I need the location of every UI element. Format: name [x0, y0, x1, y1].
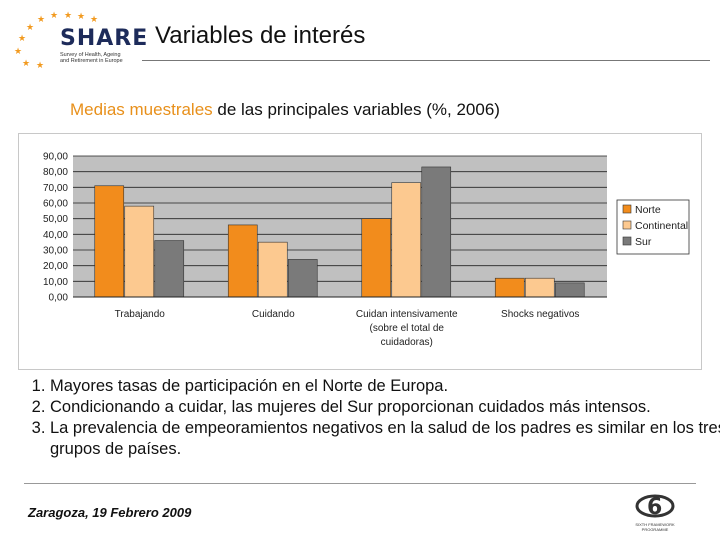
x-category-label: cuidadoras) [381, 337, 433, 348]
svg-text:★: ★ [64, 11, 72, 21]
svg-text:★: ★ [37, 15, 45, 25]
bar-sur [421, 166, 452, 298]
svg-text:★: ★ [18, 34, 26, 44]
legend-swatch [622, 236, 632, 246]
x-category-label: Cuidan intensivamente [356, 309, 458, 320]
y-tick-label: 0,00 [49, 293, 69, 304]
subtitle-highlight: Medias muestrales [70, 100, 213, 119]
bar-norte [227, 224, 258, 298]
note-item: Condicionando a cuidar, las mujeres del … [50, 397, 720, 418]
logo-word: SHARE [60, 26, 149, 51]
svg-text:★: ★ [36, 61, 44, 70]
legend-label: Continental [635, 220, 688, 232]
logo-subtitle-line: Survey of Health, Ageing [60, 52, 121, 58]
chart-subtitle: Medias muestrales de las principales var… [70, 100, 500, 120]
sixth-framework-icon: 6 [635, 494, 675, 520]
x-category-label: Cuidando [252, 309, 295, 320]
subtitle-rest: de las principales variables (%, 2006) [212, 100, 500, 119]
y-tick-label: 40,00 [43, 230, 68, 241]
x-category-label: (sobre el total de [370, 323, 445, 334]
title-divider [142, 60, 710, 61]
legend-label: Sur [635, 236, 652, 248]
bar-norte [361, 218, 392, 298]
note-item: Mayores tasas de participación en el Nor… [50, 376, 720, 397]
y-tick-label: 50,00 [43, 214, 68, 225]
x-category-label: Trabajando [115, 309, 166, 320]
share-logo: ★ ★ ★ ★ ★ ★ ★ ★ ★ ★ SHARE Survey of Heal… [10, 8, 147, 70]
slide-title: Variables de interés [155, 22, 366, 49]
svg-text:★: ★ [50, 11, 58, 21]
chart-frame: 90,00 80,00 70,00 60,00 50,00 40,00 30,00 20,00… [18, 133, 702, 370]
notes-list: Mayores tasas de participación en el Nor… [24, 376, 720, 460]
footer-text: Zaragoza, 19 Febrero 2009 [28, 505, 192, 520]
svg-text:★: ★ [77, 12, 85, 22]
note-item: La prevalencia de empeoramientos negativ… [50, 418, 720, 460]
svg-text:6: 6 [647, 495, 662, 520]
program-logo-text: SIXTH FRAMEWORK PROGRAMME [635, 522, 675, 532]
y-tick-label: 80,00 [43, 167, 68, 178]
y-tick-label: 30,00 [43, 246, 68, 257]
y-tick-label: 10,00 [43, 277, 68, 288]
svg-text:★: ★ [14, 47, 22, 57]
x-category-label: Shocks negativos [501, 309, 579, 320]
svg-text:★: ★ [26, 23, 34, 33]
bar-norte [94, 185, 125, 298]
bar-continental [124, 205, 155, 298]
y-tick-label: 20,00 [43, 261, 68, 272]
legend-label: Norte [635, 204, 661, 216]
logo-subtitle-line: and Retirement in Europe [60, 58, 123, 64]
bar-chart: 90,00 80,00 70,00 60,00 50,00 40,00 30,00 20,00… [43, 152, 690, 348]
y-tick-label: 60,00 [43, 199, 68, 210]
bar-continental [257, 241, 288, 298]
legend-swatch [622, 204, 632, 214]
program-logo: 6 SIXTH FRAMEWORK PROGRAMME [625, 488, 685, 536]
svg-text:★: ★ [90, 15, 98, 25]
bar-continental [524, 277, 555, 298]
bar-continental [391, 182, 422, 298]
y-tick-label: 90,00 [43, 152, 68, 163]
bar-sur [554, 282, 585, 298]
svg-text:★: ★ [22, 59, 30, 69]
legend-swatch [622, 220, 632, 230]
y-tick-label: 70,00 [43, 183, 68, 194]
bar-sur [154, 240, 185, 298]
footer-divider [24, 483, 696, 484]
bar-norte [494, 277, 525, 298]
stars-icon: ★ ★ ★ ★ ★ ★ ★ ★ ★ ★ [14, 11, 98, 70]
bar-sur [287, 259, 318, 298]
